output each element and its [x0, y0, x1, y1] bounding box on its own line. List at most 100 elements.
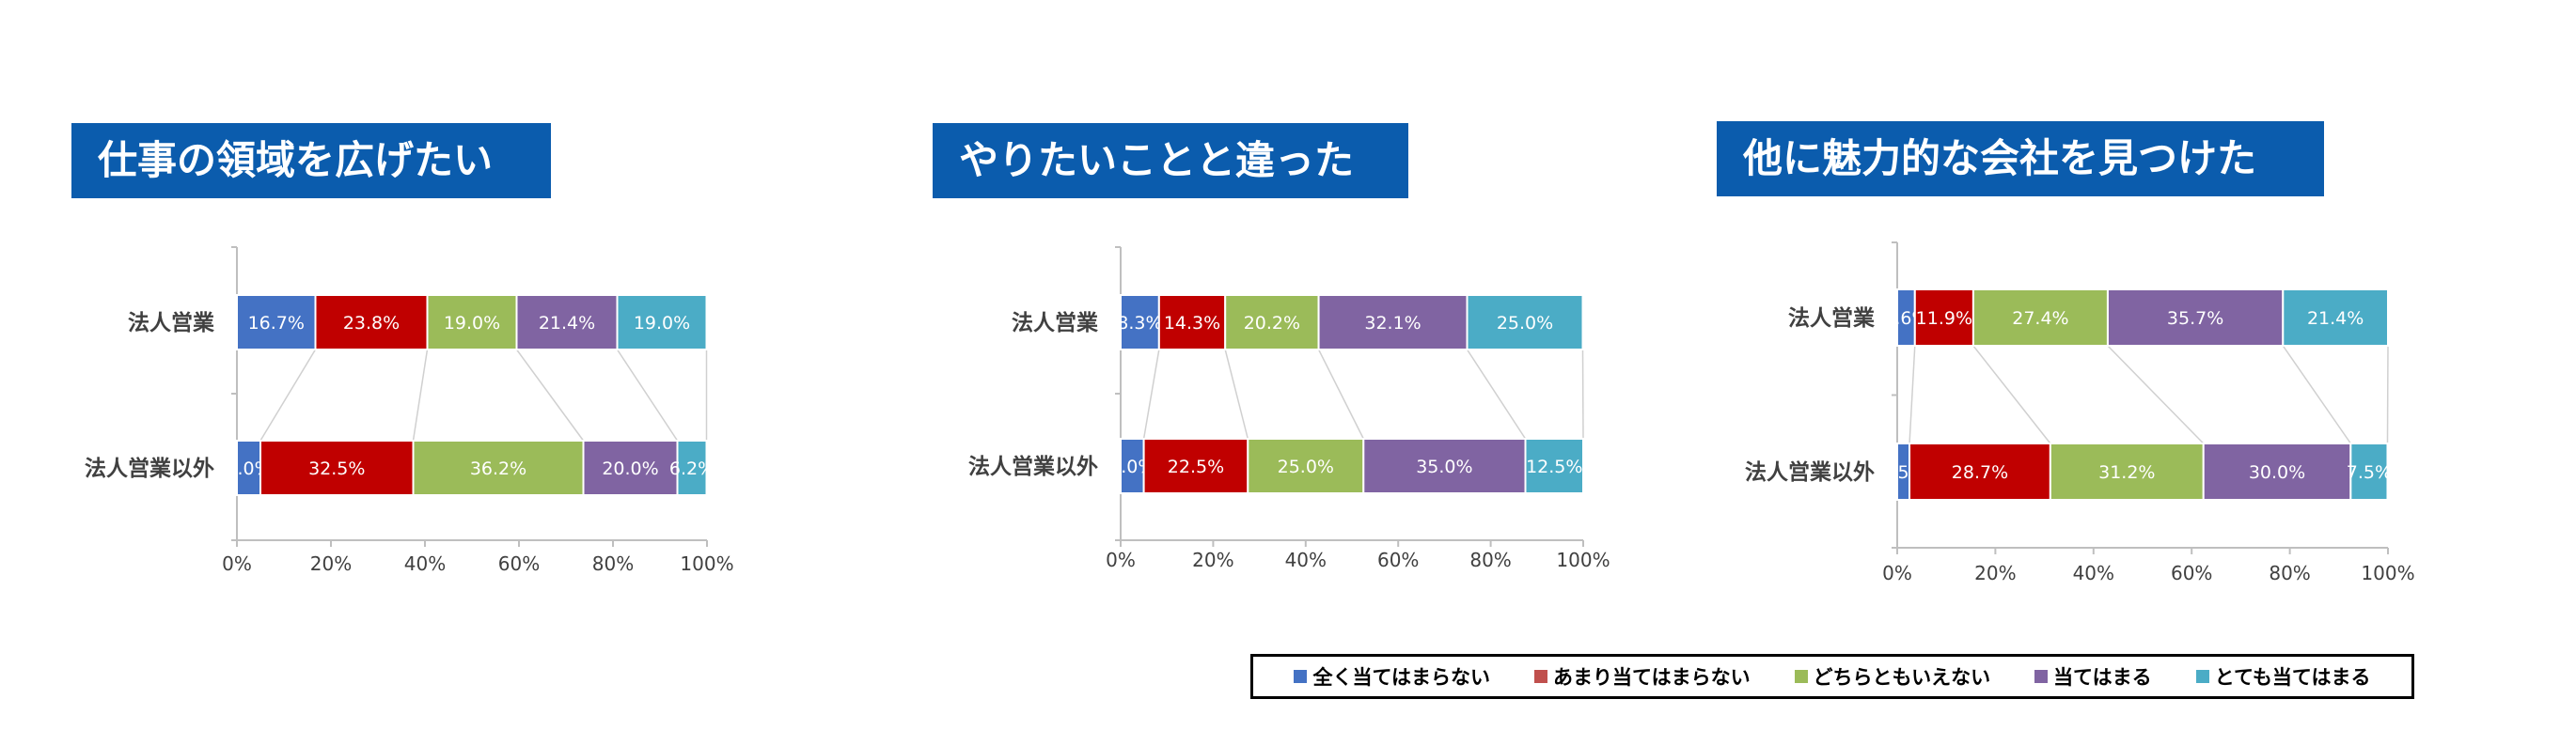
- bar-segment: [616, 294, 708, 350]
- series-connector-line: [616, 349, 679, 442]
- data-label: 8.3%: [1117, 313, 1162, 334]
- x-tick-label: 100%: [2361, 562, 2414, 584]
- legend-label: 全く当てはまらない: [1312, 666, 1491, 689]
- bar-segment: [1524, 438, 1584, 494]
- legend-swatch: [1294, 670, 1308, 683]
- series-connector-line: [2107, 345, 2205, 444]
- x-tick-label: 0%: [1882, 562, 1912, 584]
- category-label: 法人営業以外: [1745, 459, 1875, 485]
- data-label: 20.0%: [602, 458, 658, 479]
- data-label: 27.4%: [2012, 308, 2068, 329]
- bar-segment: [676, 440, 708, 496]
- category-label: 法人営業: [1788, 305, 1876, 331]
- legend-item: 全く当てはまらない: [1294, 662, 1490, 691]
- legend-swatch: [1534, 670, 1547, 683]
- category-label: 法人営業: [1012, 310, 1099, 335]
- legend-label: どちらともいえない: [1813, 666, 1991, 689]
- data-label: 6.2%: [669, 458, 715, 479]
- data-label: 19.0%: [634, 313, 690, 334]
- bar-segment: [515, 294, 619, 350]
- legend-item: あまり当てはまらない: [1534, 662, 1751, 691]
- data-label: 35.0%: [1416, 457, 1472, 477]
- bar-segment: [1120, 438, 1145, 494]
- x-tick-label: 100%: [680, 552, 733, 575]
- series-connector-line: [2386, 345, 2389, 444]
- bar-segment: [1120, 294, 1160, 350]
- data-label: 23.8%: [343, 313, 400, 334]
- legend-item: 当てはまる: [2034, 662, 2152, 691]
- bar-segment: [1362, 438, 1527, 494]
- data-label: 28.7%: [1952, 462, 2008, 483]
- data-label: 16.7%: [248, 313, 305, 334]
- bar-segment: [2282, 288, 2389, 347]
- category-label: 法人営業以外: [85, 456, 214, 481]
- x-tick-label: 20%: [1192, 549, 1233, 571]
- bar-segment: [236, 440, 261, 496]
- bar-segment: [1908, 443, 2051, 501]
- data-label: 7.5%: [2347, 462, 2392, 483]
- x-tick-label: 80%: [2269, 562, 2310, 584]
- series-connector-line: [1142, 349, 1160, 440]
- data-label: 21.4%: [539, 313, 595, 334]
- bar-segment: [2049, 443, 2205, 501]
- series-connector-line: [2282, 345, 2351, 444]
- bar-segment: [1317, 294, 1469, 350]
- data-label: 30.0%: [2249, 462, 2305, 483]
- legend-swatch: [1794, 670, 1808, 683]
- bar-segment: [1913, 288, 1974, 347]
- data-label: 11.9%: [1916, 308, 1972, 329]
- legend-swatch: [2034, 670, 2049, 683]
- data-label: 22.5%: [1168, 457, 1224, 477]
- data-label: 31.2%: [2098, 462, 2155, 483]
- series-connector-line: [1317, 349, 1364, 440]
- data-label: 25.0%: [1278, 457, 1334, 477]
- legend-swatch: [2195, 670, 2209, 683]
- series-connector-line: [515, 349, 585, 442]
- x-tick-label: 40%: [404, 552, 446, 575]
- bar-segment: [582, 440, 679, 496]
- x-tick-label: 20%: [1974, 562, 2016, 584]
- x-tick-label: 40%: [2073, 562, 2114, 584]
- bar-segment: [1247, 438, 1365, 494]
- data-label: 19.0%: [444, 313, 500, 334]
- chart-legend: 全く当てはまらない あまり当てはまらない どちらともいえない 当てはまる とても…: [1250, 654, 2414, 699]
- legend-item: とても当てはまる: [2195, 662, 2371, 691]
- bar-segment: [1157, 294, 1227, 350]
- chart-title: 仕事の領域を広げたい: [71, 123, 551, 198]
- chart-title: やりたいことと違った: [933, 123, 1408, 198]
- bar-segment: [1466, 294, 1584, 350]
- x-tick-label: 80%: [592, 552, 634, 575]
- bar-segment: [412, 440, 585, 496]
- x-tick-label: 80%: [1469, 549, 1511, 571]
- data-label: 12.5%: [1526, 457, 1582, 477]
- x-tick-label: 20%: [310, 552, 352, 575]
- series-connector-line: [412, 349, 429, 442]
- data-label: 20.2%: [1244, 313, 1300, 334]
- bar-segment: [2106, 288, 2285, 347]
- chart-title: 他に魅力的な会社を見つけた: [1717, 121, 2324, 196]
- x-tick-label: 60%: [1377, 549, 1419, 571]
- x-tick-label: 60%: [2171, 562, 2212, 584]
- x-tick-label: 100%: [1556, 549, 1610, 571]
- data-label: 21.4%: [2307, 308, 2364, 329]
- legend-label: とても当てはまる: [2214, 666, 2371, 689]
- legend-label: 当てはまる: [2053, 666, 2152, 689]
- series-connector-line: [1466, 349, 1527, 440]
- series-connector-line: [1972, 345, 2051, 444]
- data-label: 25.0%: [1497, 313, 1553, 334]
- x-tick-label: 0%: [1106, 549, 1136, 571]
- data-label: 32.1%: [1364, 313, 1421, 334]
- x-tick-label: 0%: [222, 552, 252, 575]
- series-connector-line: [1908, 345, 1916, 444]
- data-label: 14.3%: [1164, 313, 1220, 334]
- data-label: 36.2%: [470, 458, 526, 479]
- legend-label: あまり当てはまらない: [1553, 666, 1751, 689]
- series-connector-line: [259, 349, 317, 442]
- bar-segment: [2202, 443, 2352, 501]
- legend-item: どちらともいえない: [1794, 662, 1991, 691]
- bar-segment: [259, 440, 415, 496]
- x-tick-label: 40%: [1285, 549, 1327, 571]
- data-label: 35.7%: [2167, 308, 2223, 329]
- data-label: 32.5%: [308, 458, 365, 479]
